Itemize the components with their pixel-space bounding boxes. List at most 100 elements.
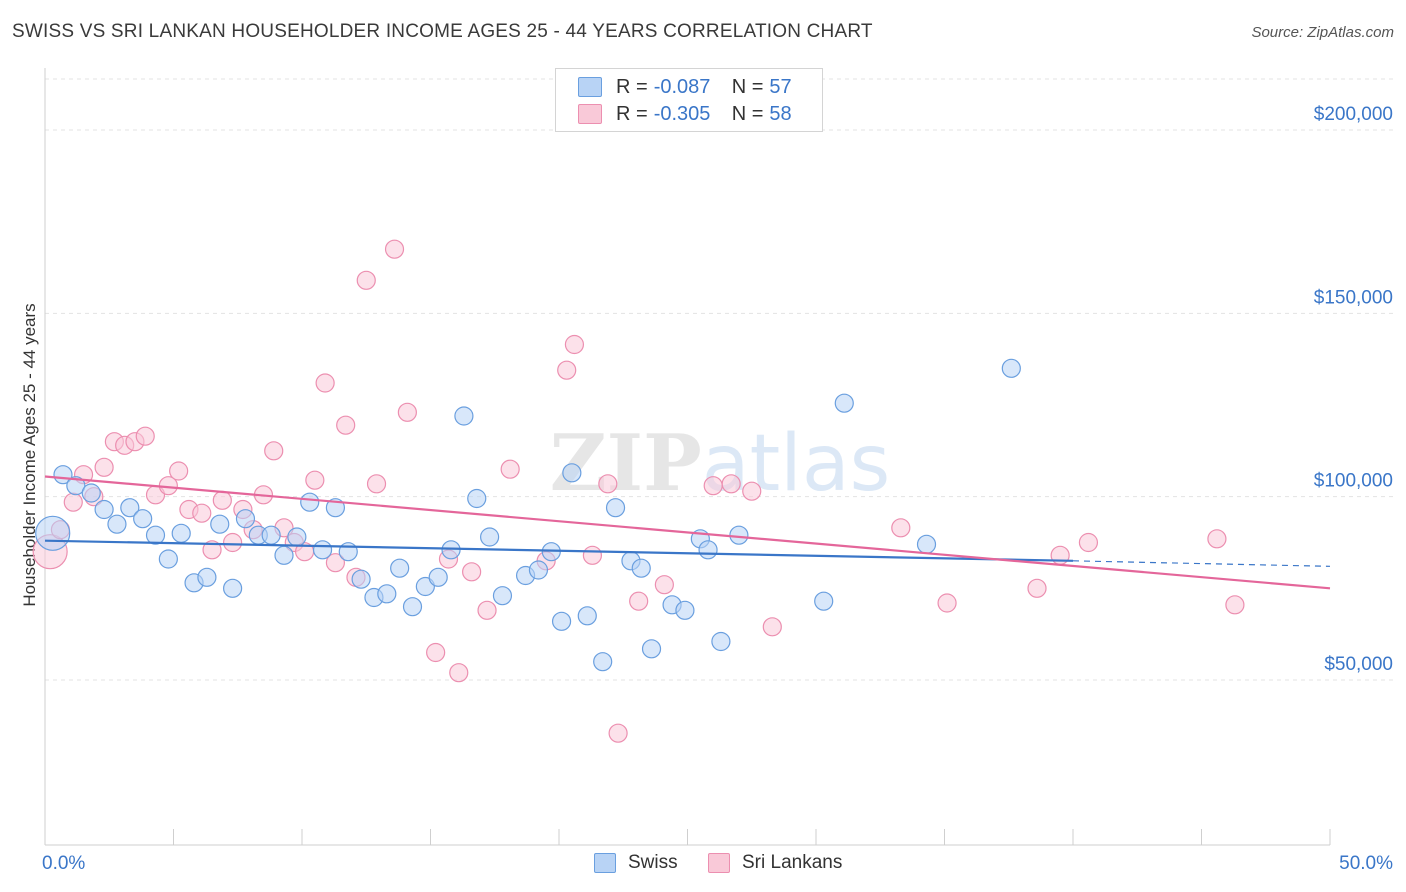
sri-lankans-point — [202, 540, 222, 560]
swiss-swatch — [594, 853, 616, 873]
swiss-point — [145, 525, 166, 545]
source-label: Source: ZipAtlas.com — [1251, 24, 1394, 41]
legend-item-sri-lankans[interactable]: Sri Lankans — [708, 852, 842, 874]
sri-lankans-point — [629, 591, 649, 611]
swiss-point — [528, 560, 549, 580]
sri-lankans-point — [564, 334, 585, 355]
sri-lankans-point — [477, 600, 497, 620]
swiss-point — [729, 525, 749, 545]
swiss-point — [210, 514, 230, 534]
r-value: -0.087 — [653, 75, 711, 98]
sri-lankans-point — [94, 457, 114, 477]
sri-lankans-point — [500, 459, 520, 479]
sri-lankans-point — [608, 723, 628, 743]
swiss-point — [223, 578, 243, 598]
n-label: N = — [731, 75, 764, 98]
n-value: 58 — [769, 102, 792, 125]
sri-lankans-point — [742, 481, 762, 501]
legend-row-sri-lankans: R = -0.305 N = 58 — [578, 102, 792, 126]
series-legend: Swiss Sri Lankans — [0, 852, 1406, 878]
watermark-zip: ZIP — [550, 418, 702, 509]
sri-lankans-point — [135, 426, 155, 446]
legend-item-swiss[interactable]: Swiss — [594, 852, 678, 874]
swiss-point — [641, 639, 662, 659]
swiss-point — [235, 509, 256, 529]
sri-lankans-point — [462, 562, 482, 582]
swiss-point — [274, 545, 294, 565]
swiss-point — [171, 523, 191, 543]
swiss-point — [428, 567, 448, 587]
sri-lankans-point — [192, 503, 212, 523]
swiss-point — [133, 509, 153, 529]
y-tick-labels: $50,000 $100,000 $150,000 $200,000 — [1314, 104, 1393, 675]
sri-lankans-point — [762, 617, 782, 637]
sri-lankans-swatch — [708, 853, 730, 873]
y-tick-label: $150,000 — [1314, 287, 1393, 308]
swiss-point — [81, 483, 101, 503]
swiss-point — [593, 652, 613, 672]
swiss-point — [197, 567, 217, 587]
swiss-point — [631, 558, 651, 578]
sri-lankans-point — [557, 360, 577, 380]
x-tick-label-min: 0.0% — [42, 853, 85, 874]
watermark-atlas: atlas — [702, 419, 891, 509]
swiss-point — [377, 584, 397, 604]
swiss-point — [338, 542, 358, 562]
y-tick-label: $100,000 — [1314, 471, 1393, 492]
swiss-point — [577, 606, 597, 626]
sri-lankans-point — [264, 441, 284, 461]
n-label: N = — [731, 102, 764, 125]
r-value: -0.305 — [653, 102, 711, 125]
swiss-point — [35, 515, 71, 551]
sri-lankans-point — [63, 492, 83, 512]
sri-lankans-point — [336, 415, 356, 435]
sri-lankans-point — [325, 553, 346, 573]
swiss-trend-extension — [1072, 560, 1331, 567]
sri-lankans-point — [598, 474, 618, 494]
sri-lankans-point — [305, 470, 325, 490]
swiss-trend-line — [44, 539, 1074, 562]
sri-lankans-point — [223, 532, 243, 553]
swiss-point — [814, 591, 834, 611]
axes — [44, 68, 1331, 846]
legend-row-swiss: R = -0.087 N = 57 — [578, 75, 792, 99]
swiss-point — [120, 498, 140, 518]
trend-lines — [44, 475, 1331, 590]
sri-lankans-point — [1078, 532, 1099, 553]
swiss-point — [300, 492, 320, 512]
sri-lankans-point — [212, 490, 232, 510]
y-tick-label: $200,000 — [1314, 104, 1393, 125]
watermark: ZIPatlas — [550, 418, 891, 509]
gridlines — [45, 78, 1395, 681]
sri-lankans-point — [654, 575, 674, 595]
sri-lankans-point — [449, 663, 469, 683]
sri-lankans-point — [582, 545, 603, 565]
correlation-legend: R = -0.087 N = 57 R = -0.305 N = 58 — [555, 68, 823, 132]
chart-title: SWISS VS SRI LANKAN HOUSEHOLDER INCOME A… — [12, 21, 873, 42]
swiss-point — [605, 498, 626, 518]
sri-lankans-point — [169, 461, 189, 481]
sri-lankans-point — [366, 474, 387, 494]
sri-lankans-point — [891, 518, 911, 538]
r-label: R = — [616, 75, 648, 98]
swiss-swatch — [578, 77, 602, 97]
swiss-point — [107, 514, 127, 534]
legend-label-sri-lankans: Sri Lankans — [742, 852, 843, 873]
sri-lankans-point — [1207, 529, 1227, 549]
sri-lankans-point — [315, 373, 335, 393]
swiss-point — [467, 488, 487, 509]
x-tick-label-max: 50.0% — [1339, 853, 1393, 874]
sri-lankans-point — [721, 474, 741, 494]
sri-lankans-swatch — [578, 104, 602, 124]
sri-lankans-trend-line — [44, 475, 1331, 590]
sri-lankans-point — [426, 642, 446, 663]
y-tick-label: $50,000 — [1324, 654, 1393, 675]
sri-lankans-point — [397, 402, 417, 422]
swiss-point — [351, 569, 371, 589]
swiss-point — [261, 525, 281, 545]
swiss-point — [66, 476, 86, 496]
swiss-point — [562, 463, 582, 483]
sri-lankans-point — [703, 476, 723, 496]
swiss-point — [834, 393, 854, 413]
